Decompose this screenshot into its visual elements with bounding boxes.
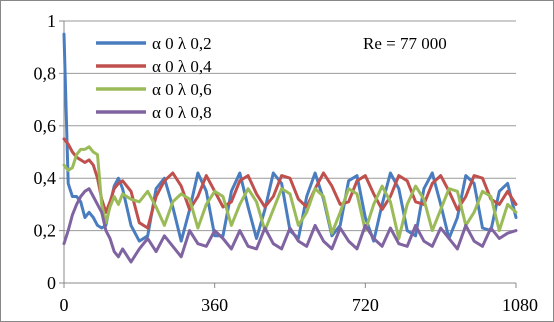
y-tick-label: 0,6: [34, 116, 57, 136]
y-tick-label: 0,8: [34, 63, 57, 83]
legend-label: α 0 λ 0,2: [152, 34, 212, 53]
series-line-3: [62, 145, 518, 240]
y-tick-label: 0,2: [34, 221, 57, 241]
series-line-4: [62, 187, 518, 264]
legend: α 0 λ 0,2 α 0 λ 0,4 α 0 λ 0,6 α 0 λ 0,8: [96, 34, 212, 122]
x-tick-label: 720: [352, 295, 379, 315]
x-tick-label: 0: [60, 295, 69, 315]
x-tick-label: 1080: [502, 295, 538, 315]
y-tick-label: 0: [47, 273, 56, 293]
y-tick-label: 1: [47, 11, 56, 31]
series-line-2: [62, 137, 518, 230]
legend-label: α 0 λ 0,8: [152, 103, 212, 122]
annotation-text: Re = 77 000: [363, 34, 447, 53]
legend-label: α 0 λ 0,6: [152, 80, 212, 99]
y-tick-label: 0,4: [34, 168, 57, 188]
axes: [59, 20, 517, 288]
series-lines: [62, 32, 518, 264]
x-tick-labels: 0 360 720 1080: [60, 295, 539, 315]
legend-label: α 0 λ 0,4: [152, 57, 212, 76]
x-tick-label: 360: [201, 295, 228, 315]
y-tick-labels: 0 0,2 0,4 0,6 0,8 1: [34, 11, 57, 293]
